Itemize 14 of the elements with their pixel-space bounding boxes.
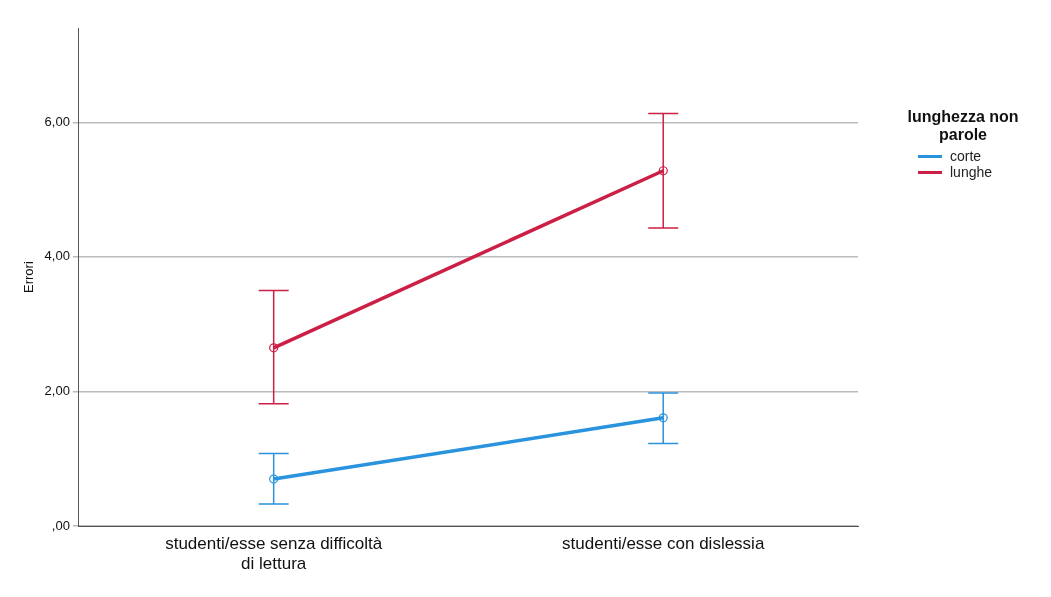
legend-title: lunghezza non parole [906, 108, 1020, 144]
y-tick-label: ,00 [51, 517, 70, 533]
y-tick-label: 6,00 [44, 113, 70, 129]
y-tick-label: 2,00 [44, 383, 70, 399]
y-tick-label: 4,00 [44, 248, 70, 264]
point [658, 413, 668, 423]
x-tick-label: studenti/esse con dislessia [562, 534, 765, 554]
legend-label: corte [950, 148, 982, 164]
y-axis-title: Errori [21, 261, 37, 293]
legend-label: lunghe [950, 164, 993, 180]
point [269, 343, 279, 353]
point [658, 166, 668, 176]
point [269, 474, 279, 484]
x-tick-label: studenti/esse senza difficoltà di lettura [165, 534, 383, 574]
